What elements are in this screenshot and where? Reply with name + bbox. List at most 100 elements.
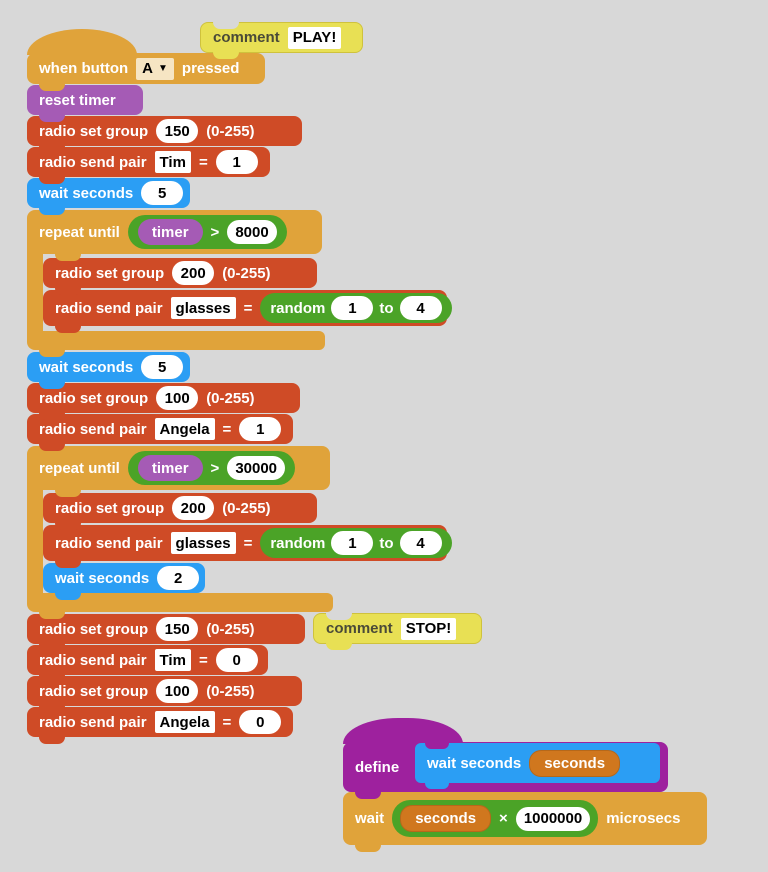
- radio-set-group-label: radio set group: [39, 122, 149, 140]
- connector-bump: [39, 349, 65, 357]
- connector-bump: [55, 560, 81, 568]
- microsecs-label: microsecs: [606, 810, 681, 827]
- radio-set-group-block[interactable]: radio set group 100 (0-255): [27, 383, 300, 420]
- radio-send-pair-label: radio send pair: [39, 153, 147, 171]
- random-to-input[interactable]: 4: [399, 531, 442, 555]
- random-reporter[interactable]: random 1 to 4: [260, 528, 452, 558]
- wait-seconds-block[interactable]: wait seconds 5: [27, 352, 190, 389]
- repeat-bottom-arm[interactable]: [27, 593, 333, 619]
- radio-send-pair-block[interactable]: radio send pair glasses = random 1 to 4: [43, 290, 452, 333]
- pair-name-input[interactable]: glasses: [170, 297, 236, 319]
- compare-value-input[interactable]: 8000: [227, 220, 277, 244]
- equals-label: =: [222, 420, 232, 438]
- random-from-input[interactable]: 1: [331, 296, 374, 320]
- comment-stop-block[interactable]: comment STOP!: [313, 612, 482, 650]
- wait-microsecs-block[interactable]: wait seconds × 1000000 microsecs: [343, 792, 707, 852]
- repeat-bottom-arm[interactable]: [27, 331, 325, 357]
- group-value-input[interactable]: 100: [156, 386, 199, 410]
- group-value-input[interactable]: 100: [156, 679, 199, 703]
- radio-send-pair-block[interactable]: radio send pair Tim = 1: [27, 147, 270, 184]
- range-label: (0-255): [206, 122, 255, 140]
- button-dropdown[interactable]: A ▼: [136, 57, 174, 80]
- pair-name-input[interactable]: Tim: [154, 649, 191, 671]
- radio-set-group-block[interactable]: radio set group 150 (0-255): [27, 614, 305, 651]
- radio-set-group-block[interactable]: radio set group 100 (0-255): [27, 676, 302, 713]
- pair-name-input[interactable]: Tim: [154, 151, 191, 173]
- wait-seconds-block[interactable]: wait seconds 2: [43, 563, 205, 600]
- connector-bump: [39, 611, 65, 619]
- greater-than-label: >: [210, 223, 220, 241]
- condition-boolean[interactable]: timer > 30000: [127, 451, 296, 485]
- connector-bump: [39, 176, 65, 184]
- multiply-reporter[interactable]: seconds × 1000000: [392, 800, 599, 837]
- wait-value-input[interactable]: 2: [157, 566, 200, 590]
- connector-bump: [39, 114, 65, 122]
- comment-label: comment: [213, 29, 280, 46]
- seconds-parameter[interactable]: seconds: [529, 749, 621, 777]
- greater-than-label: >: [210, 459, 220, 477]
- equals-label: =: [243, 534, 253, 552]
- group-value-input[interactable]: 150: [156, 617, 199, 641]
- hat-dome: [27, 29, 137, 55]
- connector-bump: [39, 643, 65, 651]
- pair-name-input[interactable]: Angela: [154, 711, 215, 733]
- connector-bump: [213, 51, 239, 59]
- pair-value-input[interactable]: 1: [239, 417, 282, 441]
- group-value-input[interactable]: 150: [156, 119, 199, 143]
- connector-bump: [355, 791, 381, 799]
- equals-label: =: [198, 153, 208, 171]
- radio-set-group-block[interactable]: radio set group 150 (0-255): [27, 116, 302, 153]
- radio-send-pair-label: radio send pair: [39, 651, 147, 669]
- multiplier-input[interactable]: 1000000: [515, 806, 591, 831]
- wait-value-input[interactable]: 5: [141, 181, 184, 205]
- pair-value-input[interactable]: 1: [215, 150, 258, 174]
- pair-value-input[interactable]: 0: [239, 710, 282, 734]
- range-label: (0-255): [206, 389, 255, 407]
- range-label: (0-255): [206, 620, 255, 638]
- function-prototype-block[interactable]: wait seconds seconds: [415, 743, 660, 789]
- repeat-until-block[interactable]: repeat until timer > 8000: [27, 210, 322, 261]
- timer-reporter[interactable]: timer: [137, 219, 203, 245]
- connector-notch: [425, 743, 449, 749]
- pair-value-input[interactable]: 0: [215, 648, 258, 672]
- connector-bump: [39, 412, 65, 420]
- comment-stop-input[interactable]: STOP!: [400, 617, 457, 640]
- connector-bump: [39, 83, 65, 91]
- timer-reporter[interactable]: timer: [137, 455, 203, 481]
- radio-set-group-block[interactable]: radio set group 200 (0-255): [43, 493, 317, 530]
- radio-send-pair-label: radio send pair: [39, 420, 147, 438]
- connector-bump: [39, 381, 65, 389]
- random-to-input[interactable]: 4: [399, 296, 442, 320]
- define-block[interactable]: define wait seconds seconds: [343, 718, 668, 799]
- seconds-parameter[interactable]: seconds: [400, 805, 492, 832]
- define-label: define: [355, 758, 400, 776]
- radio-set-group-label: radio set group: [55, 499, 165, 517]
- comment-play-input[interactable]: PLAY!: [287, 26, 342, 49]
- random-label: random: [270, 299, 326, 317]
- compare-value-input[interactable]: 30000: [227, 456, 286, 480]
- pair-name-input[interactable]: glasses: [170, 532, 236, 554]
- radio-send-pair-block[interactable]: radio send pair Angela = 0: [27, 707, 293, 744]
- wait-value-input[interactable]: 5: [141, 355, 184, 379]
- random-from-input[interactable]: 1: [331, 531, 374, 555]
- wait-seconds-block[interactable]: wait seconds 5: [27, 178, 190, 215]
- radio-send-pair-block[interactable]: radio send pair glasses = random 1 to 4: [43, 525, 452, 568]
- comment-play-block[interactable]: comment PLAY!: [200, 21, 363, 59]
- radio-send-pair-block[interactable]: radio send pair Angela = 1: [27, 414, 293, 451]
- connector-notch: [326, 612, 352, 620]
- pair-name-input[interactable]: Angela: [154, 418, 215, 440]
- random-reporter[interactable]: random 1 to 4: [260, 293, 452, 323]
- repeat-spine: [27, 490, 43, 593]
- group-value-input[interactable]: 200: [172, 261, 215, 285]
- wait-seconds-label: wait seconds: [39, 358, 134, 376]
- condition-boolean[interactable]: timer > 8000: [127, 215, 287, 249]
- radio-send-pair-block[interactable]: radio send pair Tim = 0: [27, 645, 268, 682]
- radio-set-group-label: radio set group: [39, 389, 149, 407]
- range-label: (0-255): [222, 499, 271, 517]
- group-value-input[interactable]: 200: [172, 496, 215, 520]
- equals-label: =: [198, 651, 208, 669]
- repeat-until-block[interactable]: repeat until timer > 30000: [27, 446, 330, 497]
- comment-label: comment: [326, 620, 393, 637]
- radio-send-pair-label: radio send pair: [55, 534, 163, 552]
- radio-set-group-block[interactable]: radio set group 200 (0-255): [43, 258, 317, 295]
